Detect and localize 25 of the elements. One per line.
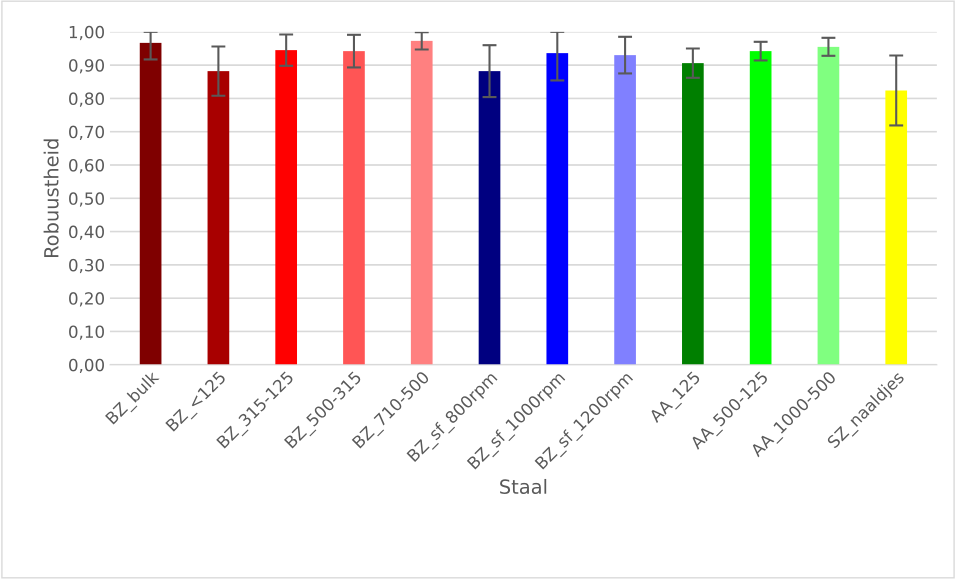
bar [478, 71, 500, 365]
bar [750, 51, 772, 365]
bar [818, 46, 840, 365]
bar [546, 53, 568, 365]
bar [343, 51, 365, 365]
y-tick-label: 0,50 [69, 192, 104, 207]
y-axis-title: Robuustheid [44, 139, 59, 258]
bar [140, 42, 162, 365]
y-tick-label: 0,30 [69, 258, 104, 274]
x-axis-title: Staal [500, 478, 546, 494]
bar [410, 40, 433, 365]
y-tick-label: 0,70 [69, 126, 104, 140]
y-tick-label: 0,60 [69, 158, 104, 174]
y-tick-label: 0,20 [69, 292, 104, 306]
y-tick-label: 1,00 [70, 26, 104, 40]
y-tick-label: 0,80 [69, 92, 104, 107]
y-tick-label: 0,90 [69, 59, 104, 74]
y-tick-label: 0,40 [69, 226, 104, 240]
y-tick-label: 0,00 [69, 358, 104, 374]
bar [275, 50, 298, 365]
bar [614, 55, 636, 365]
bar [885, 90, 908, 365]
y-tick-label: 0,10 [69, 325, 104, 340]
bar [682, 63, 704, 365]
bar [208, 71, 230, 365]
